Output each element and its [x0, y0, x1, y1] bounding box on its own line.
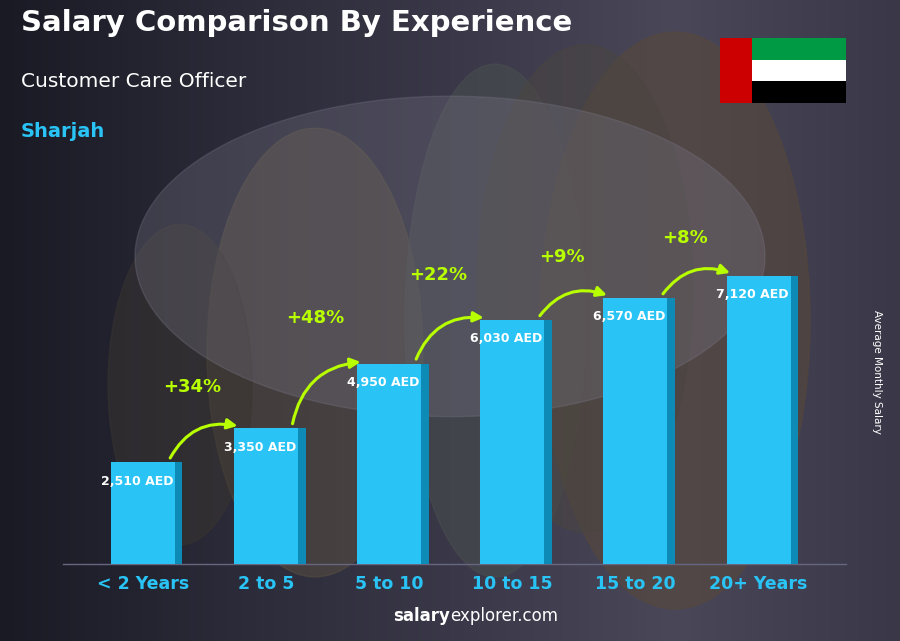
- Ellipse shape: [477, 45, 693, 532]
- Polygon shape: [668, 298, 675, 564]
- Polygon shape: [790, 276, 798, 564]
- Text: 6,030 AED: 6,030 AED: [470, 332, 543, 345]
- Ellipse shape: [405, 64, 585, 577]
- Text: +34%: +34%: [163, 378, 221, 396]
- Bar: [481, 320, 544, 564]
- Text: explorer.com: explorer.com: [450, 607, 558, 626]
- Polygon shape: [421, 363, 428, 564]
- Text: 2,510 AED: 2,510 AED: [101, 474, 173, 488]
- Bar: [111, 462, 175, 564]
- Ellipse shape: [108, 224, 252, 545]
- Text: Salary Comparison By Experience: Salary Comparison By Experience: [21, 9, 572, 37]
- Bar: [726, 276, 790, 564]
- Polygon shape: [544, 320, 552, 564]
- Polygon shape: [298, 428, 305, 564]
- Text: Sharjah: Sharjah: [21, 122, 105, 141]
- Ellipse shape: [135, 96, 765, 417]
- Text: 7,120 AED: 7,120 AED: [716, 288, 788, 301]
- Text: +48%: +48%: [286, 309, 345, 328]
- Text: Customer Care Officer: Customer Care Officer: [21, 72, 247, 91]
- Ellipse shape: [540, 32, 810, 609]
- Bar: [720, 38, 846, 60]
- Ellipse shape: [207, 128, 423, 577]
- Text: +22%: +22%: [410, 265, 468, 283]
- Text: 6,570 AED: 6,570 AED: [593, 310, 665, 323]
- Text: 3,350 AED: 3,350 AED: [224, 440, 296, 454]
- Text: salary: salary: [393, 607, 450, 626]
- Bar: [357, 363, 421, 564]
- Bar: [720, 81, 846, 103]
- Bar: [234, 428, 298, 564]
- Bar: [604, 298, 668, 564]
- Bar: [720, 60, 846, 81]
- Bar: [720, 38, 751, 103]
- Text: +9%: +9%: [539, 247, 584, 266]
- Text: 4,950 AED: 4,950 AED: [346, 376, 419, 389]
- Polygon shape: [175, 462, 183, 564]
- Text: Average Monthly Salary: Average Monthly Salary: [872, 310, 883, 434]
- Text: +8%: +8%: [662, 229, 707, 247]
